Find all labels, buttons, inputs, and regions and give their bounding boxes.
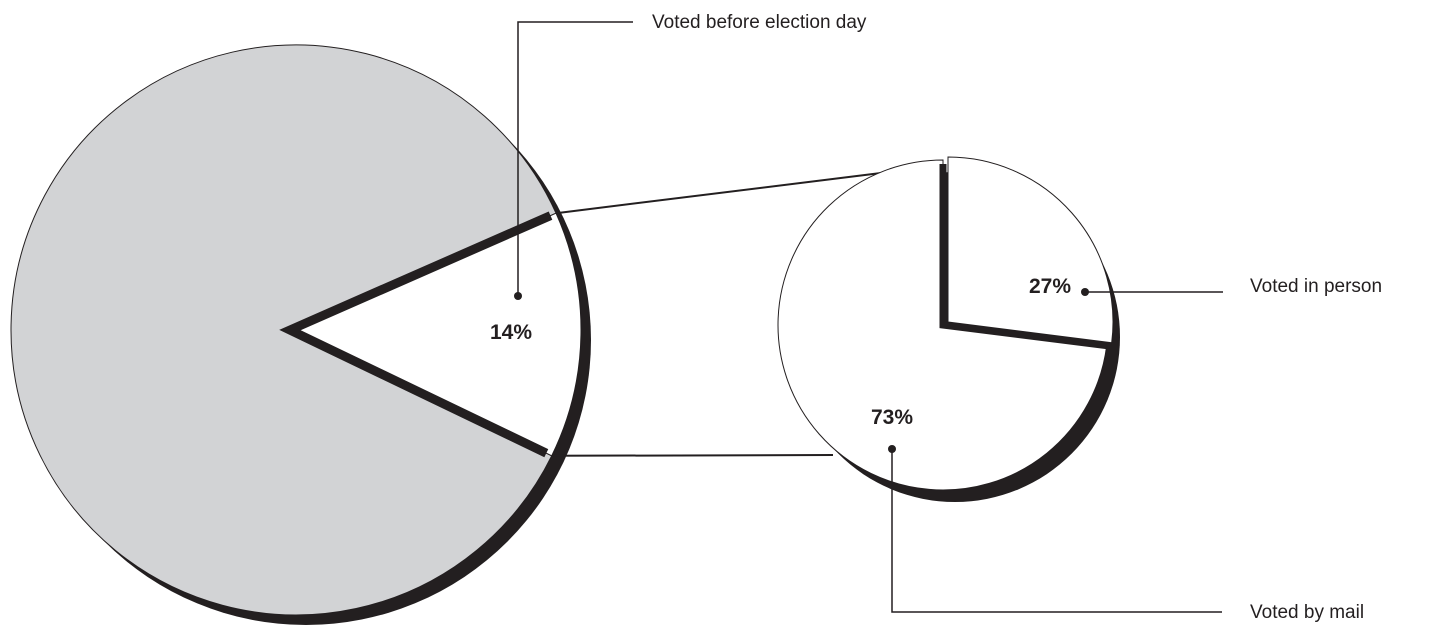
main-wedge-shadow bbox=[279, 211, 553, 458]
callout-dot bbox=[514, 292, 522, 300]
callout-in-person: Voted in person bbox=[1081, 276, 1382, 297]
callout-before-election-day: Voted before election day bbox=[514, 12, 867, 300]
data-label-by-mail: 73% bbox=[871, 406, 913, 429]
connector-line-top bbox=[555, 172, 882, 215]
main-pie bbox=[10, 44, 591, 625]
callout-dot bbox=[1081, 288, 1089, 296]
callout-leader-line bbox=[517, 21, 633, 296]
connector-line-bottom bbox=[551, 454, 834, 457]
callout-label-in-person: Voted in person bbox=[1250, 276, 1382, 297]
callout-dot bbox=[888, 445, 896, 453]
main-slice-before-election-day bbox=[294, 212, 582, 457]
data-label-before-election-day: 14% bbox=[490, 321, 532, 344]
callout-label-before-election-day: Voted before election day bbox=[652, 12, 867, 33]
breakdown-pie bbox=[777, 156, 1120, 502]
callout-by-mail: Voted by mail bbox=[888, 445, 1364, 623]
breakdown-slice-in-person bbox=[947, 156, 1114, 344]
callout-label-by-mail: Voted by mail bbox=[1250, 602, 1364, 623]
callout-leader-line bbox=[891, 449, 1222, 613]
data-label-in-person: 27% bbox=[1029, 275, 1071, 298]
breakdown-divider bbox=[939, 164, 1108, 350]
